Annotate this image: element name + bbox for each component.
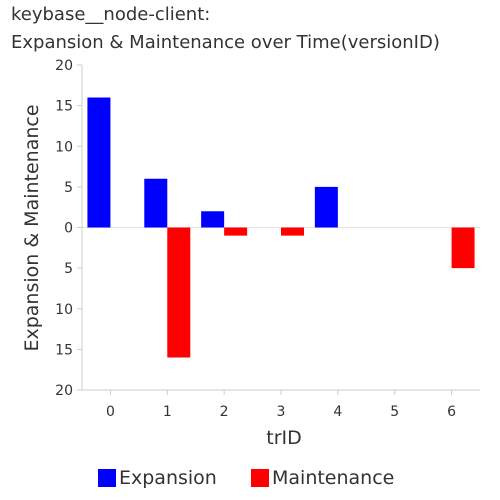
y-tick-label: 10	[55, 302, 73, 318]
legend-swatch-expansion	[98, 469, 116, 487]
y-tick-label: 5	[64, 180, 73, 196]
chart-title-line-1: keybase__node-client:	[11, 4, 211, 25]
y-tick-label: 20	[55, 383, 73, 399]
y-axis-label: Expansion & Maintenance	[21, 104, 43, 351]
y-tick-label: 15	[55, 342, 73, 358]
legend-item-expansion: Expansion	[98, 465, 217, 491]
bar-expansion-4	[314, 186, 338, 228]
x-tick-label: 5	[390, 404, 399, 420]
y-axis: 20 15 10 5 0 5 10 15 20	[55, 58, 480, 399]
legend-item-maintenance: Maintenance	[251, 465, 394, 491]
y-tick-label: 20	[55, 58, 73, 74]
bar-chart: 20 15 10 5 0 5 10 15 20 0 1 2 3 4 5 6 trID Expansion &…	[21, 58, 480, 449]
legend-label-maintenance: Maintenance	[272, 467, 395, 489]
legend-label-expansion: Expansion	[119, 467, 217, 489]
y-tick-label: 0	[64, 221, 73, 237]
x-axis-label: trID	[266, 427, 302, 449]
y-tick-label: 10	[55, 139, 73, 155]
x-tick-label: 3	[277, 404, 286, 420]
bar-maintenance-6	[451, 227, 475, 269]
bar-expansion-2	[201, 211, 225, 228]
x-tick-label: 2	[220, 404, 229, 420]
bar-maintenance-3	[281, 227, 304, 236]
legend: Expansion Maintenance	[0, 465, 500, 491]
chart-title-line-2: Expansion & Maintenance over Time(versio…	[11, 32, 440, 53]
bar-expansion-1	[144, 178, 168, 228]
x-tick-label: 1	[163, 404, 172, 420]
y-tick-label: 15	[55, 99, 73, 115]
bar-expansion-0	[87, 97, 111, 228]
y-tick-label: 5	[64, 261, 73, 277]
x-axis: 0 1 2 3 4 5 6	[82, 389, 480, 420]
bar-maintenance-2	[224, 227, 248, 236]
x-tick-label: 4	[333, 404, 342, 420]
legend-swatch-maintenance	[251, 469, 269, 487]
bars	[87, 97, 475, 358]
x-tick-label: 6	[447, 404, 456, 420]
bar-maintenance-1	[167, 227, 191, 358]
x-tick-label: 0	[106, 404, 115, 420]
